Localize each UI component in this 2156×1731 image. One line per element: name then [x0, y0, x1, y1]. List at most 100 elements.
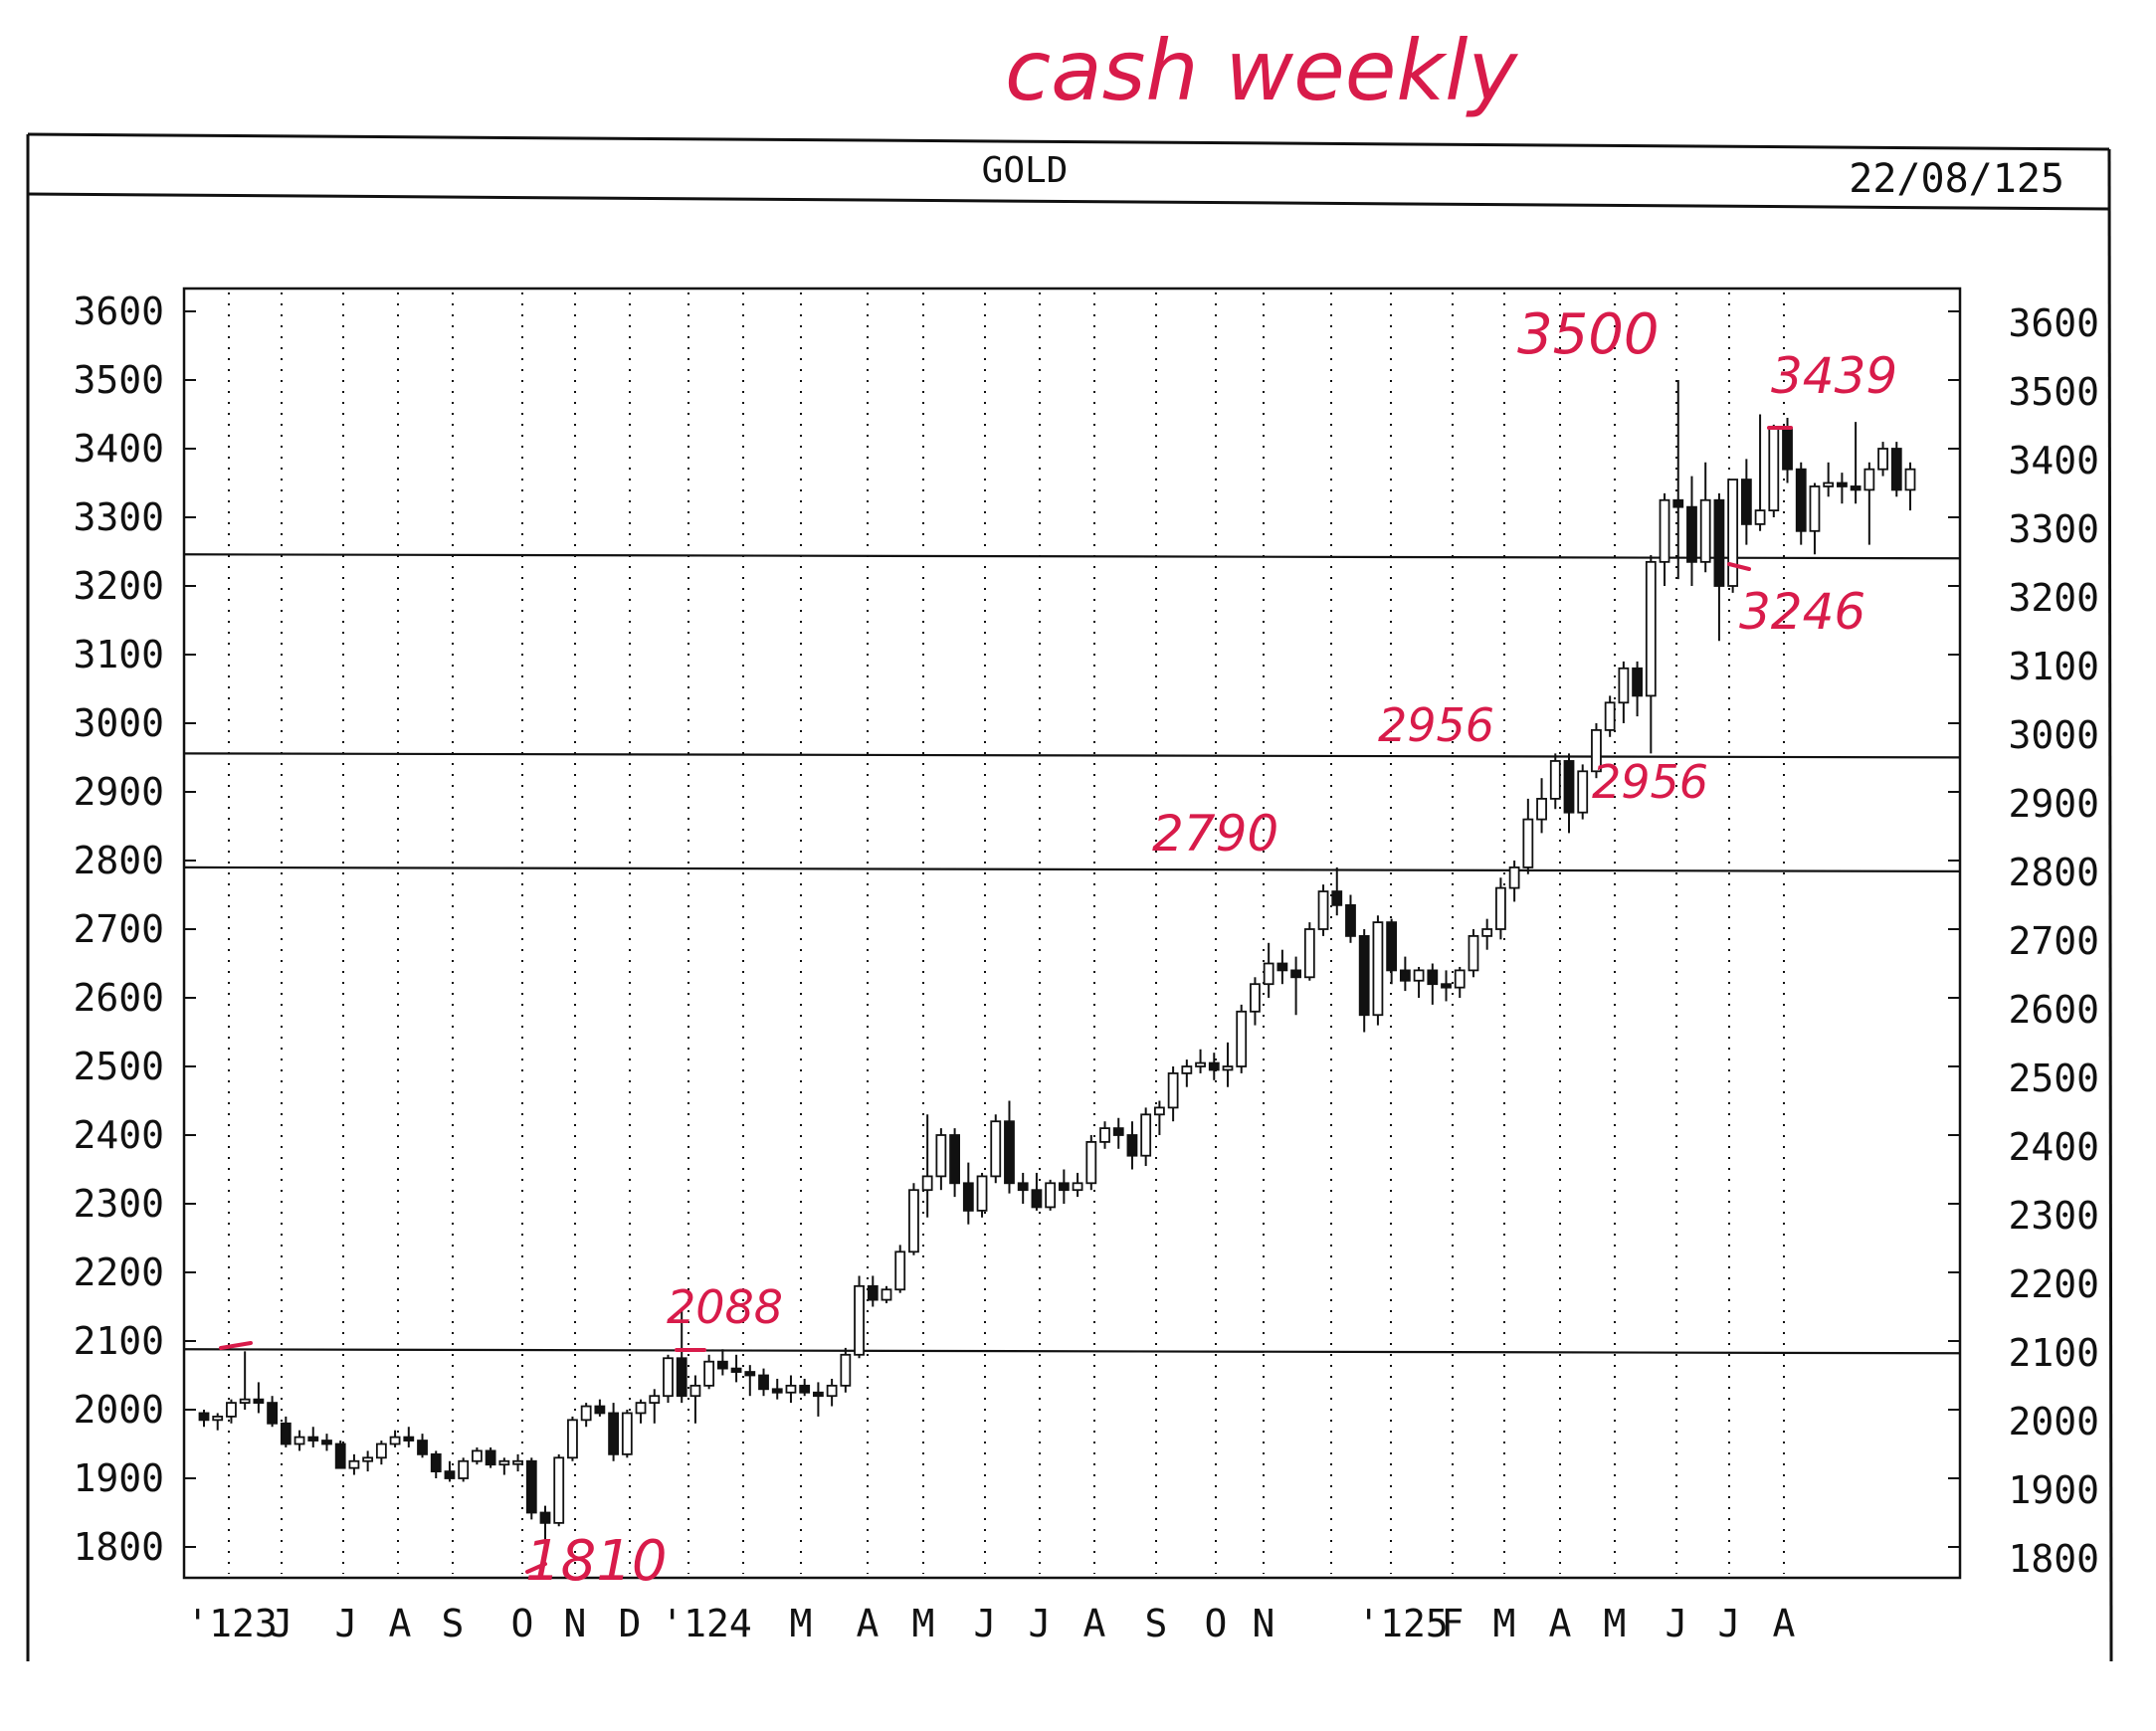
- candle-body-up: [1263, 962, 1274, 986]
- candle-body-up: [1699, 498, 1711, 563]
- candle-body-up: [649, 1395, 661, 1404]
- candle: [1004, 1100, 1015, 1194]
- y-tick-label-left: 2500: [73, 1045, 164, 1088]
- x-tick-label: A: [1773, 1602, 1796, 1645]
- y-tick-label-right: 2000: [2008, 1400, 2099, 1443]
- candle: [580, 1403, 592, 1428]
- candle: [1837, 473, 1848, 504]
- candle: [1372, 915, 1384, 1026]
- y-tick-label-left: 2100: [73, 1319, 164, 1363]
- candle: [990, 1114, 1002, 1184]
- candle-body-up: [580, 1405, 592, 1422]
- candle: [1072, 1172, 1083, 1198]
- candle: [1031, 1172, 1043, 1211]
- candle-body-up: [1045, 1182, 1057, 1209]
- candle-body-up: [1154, 1106, 1165, 1116]
- candle-body-down: [1290, 969, 1301, 979]
- candle-body-up: [553, 1456, 565, 1524]
- annotation-label: 2956: [1592, 755, 1708, 809]
- candle-body-down: [417, 1440, 428, 1455]
- annotation-tick: [525, 1562, 547, 1574]
- candle-body-up: [1195, 1061, 1206, 1067]
- candle-body-down: [1686, 505, 1697, 563]
- y-tick-label-right: 2400: [2008, 1125, 2099, 1169]
- candle: [226, 1399, 237, 1424]
- candle-body-up: [212, 1416, 224, 1422]
- candle: [813, 1382, 824, 1417]
- candle-body-down: [1563, 760, 1575, 814]
- candle: [525, 1457, 537, 1520]
- right-price-axis: 1800 1900 2000 2100 2200 2300 2400 2500 2600 2700…: [1948, 301, 2099, 1581]
- candle-body-up: [635, 1402, 647, 1415]
- candle-body-up: [881, 1288, 892, 1301]
- candle: [1099, 1121, 1110, 1149]
- frame-right: [2107, 148, 2113, 1662]
- candle: [1604, 695, 1616, 737]
- candle-body-up: [362, 1456, 374, 1462]
- x-tick-label: A: [389, 1602, 412, 1645]
- candle: [1112, 1117, 1124, 1149]
- y-tick-label-right: 2500: [2008, 1057, 2099, 1100]
- candle-body-up: [458, 1459, 470, 1479]
- candle: [962, 1162, 974, 1225]
- candle-body-down: [403, 1436, 415, 1442]
- x-tick-label: O: [1205, 1602, 1228, 1645]
- candle-body-down: [813, 1391, 824, 1398]
- candle-body-down: [321, 1440, 332, 1445]
- candle-body-down: [539, 1511, 551, 1524]
- y-tick-label-right: 2800: [2008, 851, 2099, 894]
- x-tick-label: J: [974, 1602, 997, 1645]
- annotation-label: 3439: [1771, 347, 1897, 405]
- x-tick-label: M: [912, 1602, 935, 1645]
- x-tick-label: J: [1666, 1602, 1688, 1645]
- level-line: [183, 866, 1961, 873]
- candle-body-up: [1140, 1113, 1152, 1157]
- candle: [198, 1410, 210, 1428]
- candle: [417, 1434, 428, 1458]
- candle: [935, 1128, 947, 1191]
- candle-body-up: [1167, 1072, 1179, 1109]
- candle: [1563, 753, 1575, 834]
- candle-body-down: [430, 1452, 442, 1472]
- y-tick-label-left: 3500: [73, 358, 164, 402]
- x-tick-label: J: [1029, 1602, 1052, 1645]
- candle-body-up: [1099, 1127, 1110, 1143]
- candle-body-down: [334, 1442, 346, 1469]
- candlesticks: [198, 380, 1916, 1541]
- candle: [1195, 1049, 1206, 1073]
- candle: [1618, 661, 1630, 723]
- candle: [294, 1430, 305, 1451]
- annotation-label: 2088: [667, 1280, 783, 1334]
- candle-body-up: [1085, 1141, 1097, 1185]
- candle-body-down: [771, 1388, 783, 1394]
- y-tick-label-left: 2700: [73, 907, 164, 951]
- candle-body-down: [280, 1422, 292, 1445]
- candle-body-up: [567, 1419, 578, 1459]
- annotation-label: 2790: [1152, 805, 1278, 863]
- candle: [1508, 861, 1520, 902]
- candle: [1345, 894, 1356, 943]
- candle-body-down: [1031, 1189, 1043, 1209]
- candle: [1795, 462, 1807, 545]
- candle-body-down: [1795, 468, 1807, 532]
- candle: [1686, 476, 1697, 586]
- candle: [663, 1354, 674, 1404]
- x-tick-label: '125: [1357, 1602, 1449, 1645]
- candle: [1522, 798, 1534, 874]
- y-tick-label-left: 1900: [73, 1456, 164, 1500]
- chart-title: GOLD: [982, 150, 1069, 191]
- candle: [253, 1382, 265, 1414]
- y-tick-label-left: 2800: [73, 839, 164, 882]
- candle-body-up: [1659, 498, 1670, 563]
- candle-body-up: [826, 1384, 838, 1398]
- candle-body-down: [1782, 427, 1793, 471]
- candle: [908, 1183, 919, 1255]
- candle-body-up: [1072, 1182, 1083, 1192]
- y-tick-label-left: 3100: [73, 633, 164, 676]
- candle: [771, 1378, 783, 1400]
- candle: [1699, 462, 1711, 573]
- candle: [1632, 661, 1643, 717]
- candle-body-up: [1222, 1065, 1234, 1071]
- y-tick-label-right: 2900: [2008, 782, 2099, 826]
